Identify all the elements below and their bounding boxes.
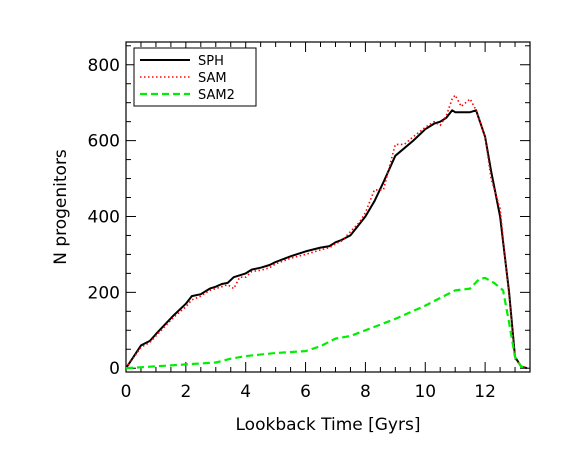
- plot-frame: [125, 41, 531, 373]
- legend-item-sam2: SAM2: [140, 88, 235, 103]
- series-line-sam2: [125, 276, 528, 370]
- legend-label-sam: SAM: [198, 71, 227, 86]
- series-line-sph: [125, 109, 528, 370]
- legend-label-sam2: SAM2: [198, 88, 235, 103]
- x-tick-label: 8: [360, 382, 371, 402]
- x-tick-label: 10: [414, 382, 436, 402]
- x-tick-label: 4: [240, 382, 251, 402]
- x-tick-label: 12: [474, 382, 496, 402]
- legend-item-sam: SAM: [140, 71, 227, 86]
- legend: SPH SAM SAM2: [133, 47, 257, 107]
- x-axis-title: Lookback Time [Gyrs]: [236, 415, 421, 435]
- y-tick-label: 800: [88, 56, 120, 76]
- series-lines: [125, 94, 528, 370]
- y-tick-label: 400: [88, 207, 120, 227]
- legend-label-sph: SPH: [198, 54, 224, 69]
- series-line-sam: [125, 94, 528, 369]
- y-tick-label: 0: [109, 359, 120, 379]
- x-tick-label: 6: [300, 382, 311, 402]
- x-tick-label: 2: [180, 382, 191, 402]
- axis-tick-labels: 0 2 4 6 8 10 12 0 200 400 600 800: [88, 56, 496, 402]
- legend-item-sph: SPH: [140, 54, 224, 69]
- y-axis-title: N progenitors: [51, 149, 71, 265]
- x-tick-label: 0: [121, 382, 132, 402]
- y-tick-label: 200: [88, 283, 120, 303]
- y-tick-label: 600: [88, 132, 120, 152]
- legend-box: [133, 47, 257, 107]
